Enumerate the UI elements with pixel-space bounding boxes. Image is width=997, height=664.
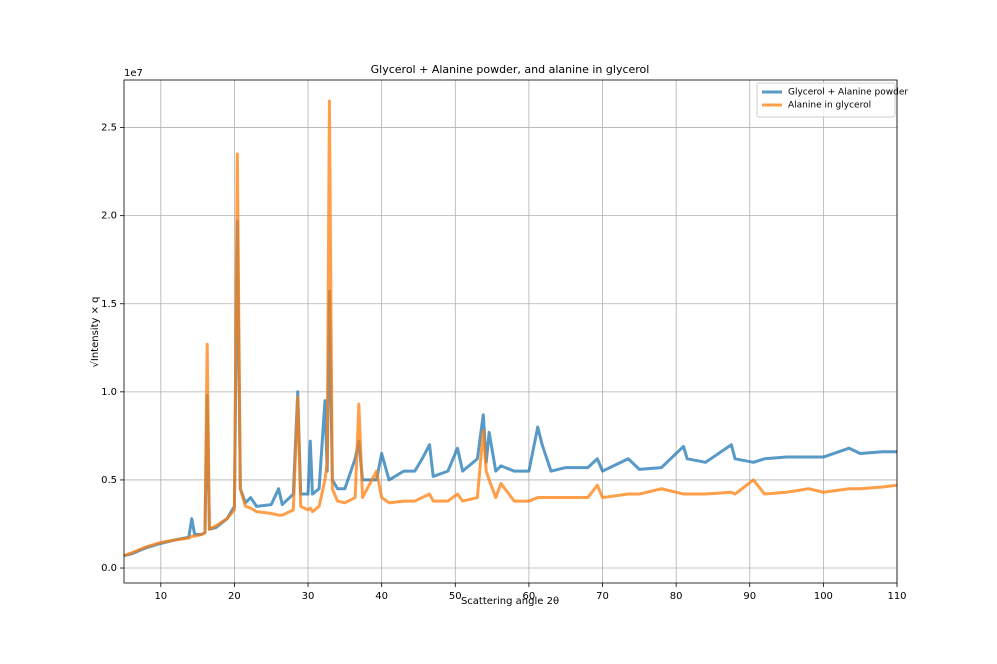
x-tick-label: 10 xyxy=(154,591,167,602)
x-tick-label: 50 xyxy=(449,591,462,602)
chart-title: Glycerol + Alanine powder, and alanine i… xyxy=(371,63,650,76)
y-offset-label: 1e7 xyxy=(124,68,143,79)
y-tick-label: 0.5 xyxy=(101,475,117,486)
x-axis-label: Scattering angle 2θ xyxy=(461,596,559,607)
x-tick-label: 100 xyxy=(814,591,833,602)
y-tick-label: 0.0 xyxy=(101,563,117,574)
x-tick-label: 60 xyxy=(523,591,536,602)
legend-box xyxy=(756,82,896,118)
y-tick-label: 1.5 xyxy=(101,299,117,310)
x-tick-label: 90 xyxy=(743,591,756,602)
y-tick-label: 1.0 xyxy=(101,387,117,398)
data-line xyxy=(124,99,897,558)
x-tick-label: 30 xyxy=(302,591,315,602)
plot-frame xyxy=(123,79,898,584)
legend-label: Alanine in glycerol xyxy=(788,101,871,111)
y-tick-label: 2.5 xyxy=(101,123,117,134)
x-tick-label: 40 xyxy=(375,591,388,602)
legend-label: Glycerol + Alanine powder xyxy=(788,88,908,98)
x-tick-label: 110 xyxy=(887,591,906,602)
x-tick-label: 70 xyxy=(596,591,609,602)
x-tick-label: 20 xyxy=(228,591,241,602)
x-tick-label: 80 xyxy=(670,591,683,602)
y-tick-label: 2.0 xyxy=(101,211,117,222)
y-axis-label: √Intensity × q xyxy=(90,297,101,368)
